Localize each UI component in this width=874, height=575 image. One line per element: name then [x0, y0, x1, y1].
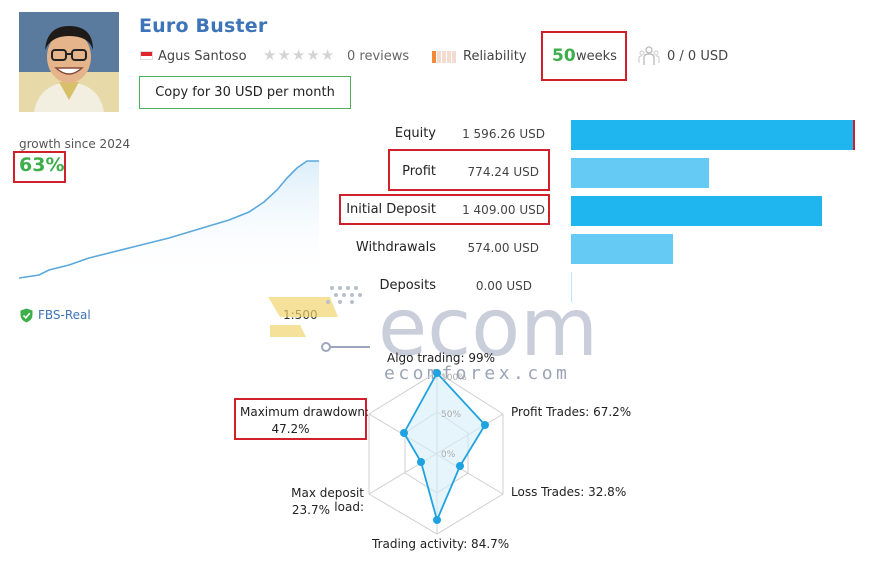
radar-tick-50: 50% — [441, 410, 461, 420]
radar-value-drawdown: 47.2% — [271, 422, 310, 436]
star-icon: ★ — [320, 46, 336, 64]
profit-highlight — [388, 149, 550, 191]
strategy-title[interactable]: Euro Buster — [139, 15, 268, 37]
avatar[interactable] — [19, 12, 119, 112]
star-icon: ★ — [291, 46, 307, 64]
shield-check-icon — [19, 308, 34, 327]
radar-value-deposit-load: 23.7% — [291, 503, 330, 517]
reliability-label: Reliability — [463, 49, 527, 64]
radar-label-deposit-load: Max deposit load: — [291, 486, 364, 514]
radar-tick-100: 100% — [441, 373, 467, 383]
stat-value-withdrawals: 574.00 USD — [467, 241, 539, 255]
stat-value-initial-deposit: 1 409.00 USD — [462, 203, 545, 217]
rating-stars: ★★★★★ — [263, 46, 335, 64]
radar-tick-0: 0% — [441, 450, 456, 460]
stat-value-deposits: 0.00 USD — [475, 279, 532, 293]
subscribers-value: 0 / 0 USD — [667, 49, 729, 64]
radar-label-algo: Algo trading: 99% — [387, 351, 496, 365]
radar-point-drawdown — [400, 429, 408, 437]
stat-label-withdrawals: Withdrawals — [355, 240, 436, 255]
radar-label-drawdown: Maximum drawdown: — [240, 405, 370, 419]
initial-deposit-highlight — [339, 194, 550, 225]
stat-value-equity: 1 596.26 USD — [462, 127, 545, 141]
radar-point-activity — [433, 516, 441, 524]
copy-subscribe-button[interactable]: Copy for 30 USD per month — [139, 76, 351, 109]
drawdown-highlight — [234, 398, 367, 440]
stat-label-deposits: Deposits — [379, 278, 436, 293]
star-icon: ★ — [263, 46, 278, 64]
broker-link[interactable]: FBS-Real — [38, 308, 91, 322]
radar-label-profit-trades: Profit Trades: 67.2% — [511, 405, 632, 419]
weeks-label: weeks — [576, 49, 617, 64]
weeks-highlight — [541, 31, 627, 81]
bar-equity[interactable] — [571, 120, 855, 150]
stat-label-equity: Equity — [394, 126, 436, 141]
growth-area — [19, 161, 319, 282]
bar-deposits[interactable] — [571, 272, 572, 302]
author-name[interactable]: Agus Santoso — [158, 49, 247, 64]
radar-label-activity: Trading activity: 84.7% — [372, 537, 510, 551]
growth-label: growth since 2024 — [19, 137, 131, 151]
growth-chart[interactable] — [19, 150, 321, 282]
weeks-value: 50 — [552, 46, 576, 66]
radar-point-algo — [433, 369, 441, 377]
subscribers-icon — [638, 45, 660, 71]
growth-highlight — [13, 151, 66, 183]
stat-value-profit: 774.24 USD — [467, 165, 539, 179]
radar-point-loss — [456, 462, 464, 470]
radar-point-profit — [481, 421, 489, 429]
growth-line — [19, 160, 319, 279]
reliability-bars-icon — [432, 51, 456, 63]
reviews-link[interactable]: 0 reviews — [347, 49, 410, 64]
radar-label-loss-trades: Loss Trades: 32.8% — [511, 485, 627, 499]
bar-withdrawals[interactable] — [571, 234, 673, 264]
bar-initial-deposit[interactable] — [571, 196, 822, 226]
stat-label-profit: Profit — [402, 164, 436, 179]
stat-label-initial-deposit: Initial Deposit — [346, 202, 436, 217]
growth-value: 63% — [19, 154, 65, 176]
star-icon: ★ — [306, 46, 321, 64]
star-icon: ★ — [277, 46, 292, 64]
radar-point-deposit-load — [417, 458, 425, 466]
bar-profit[interactable] — [571, 158, 709, 188]
flag-icon — [140, 51, 153, 60]
